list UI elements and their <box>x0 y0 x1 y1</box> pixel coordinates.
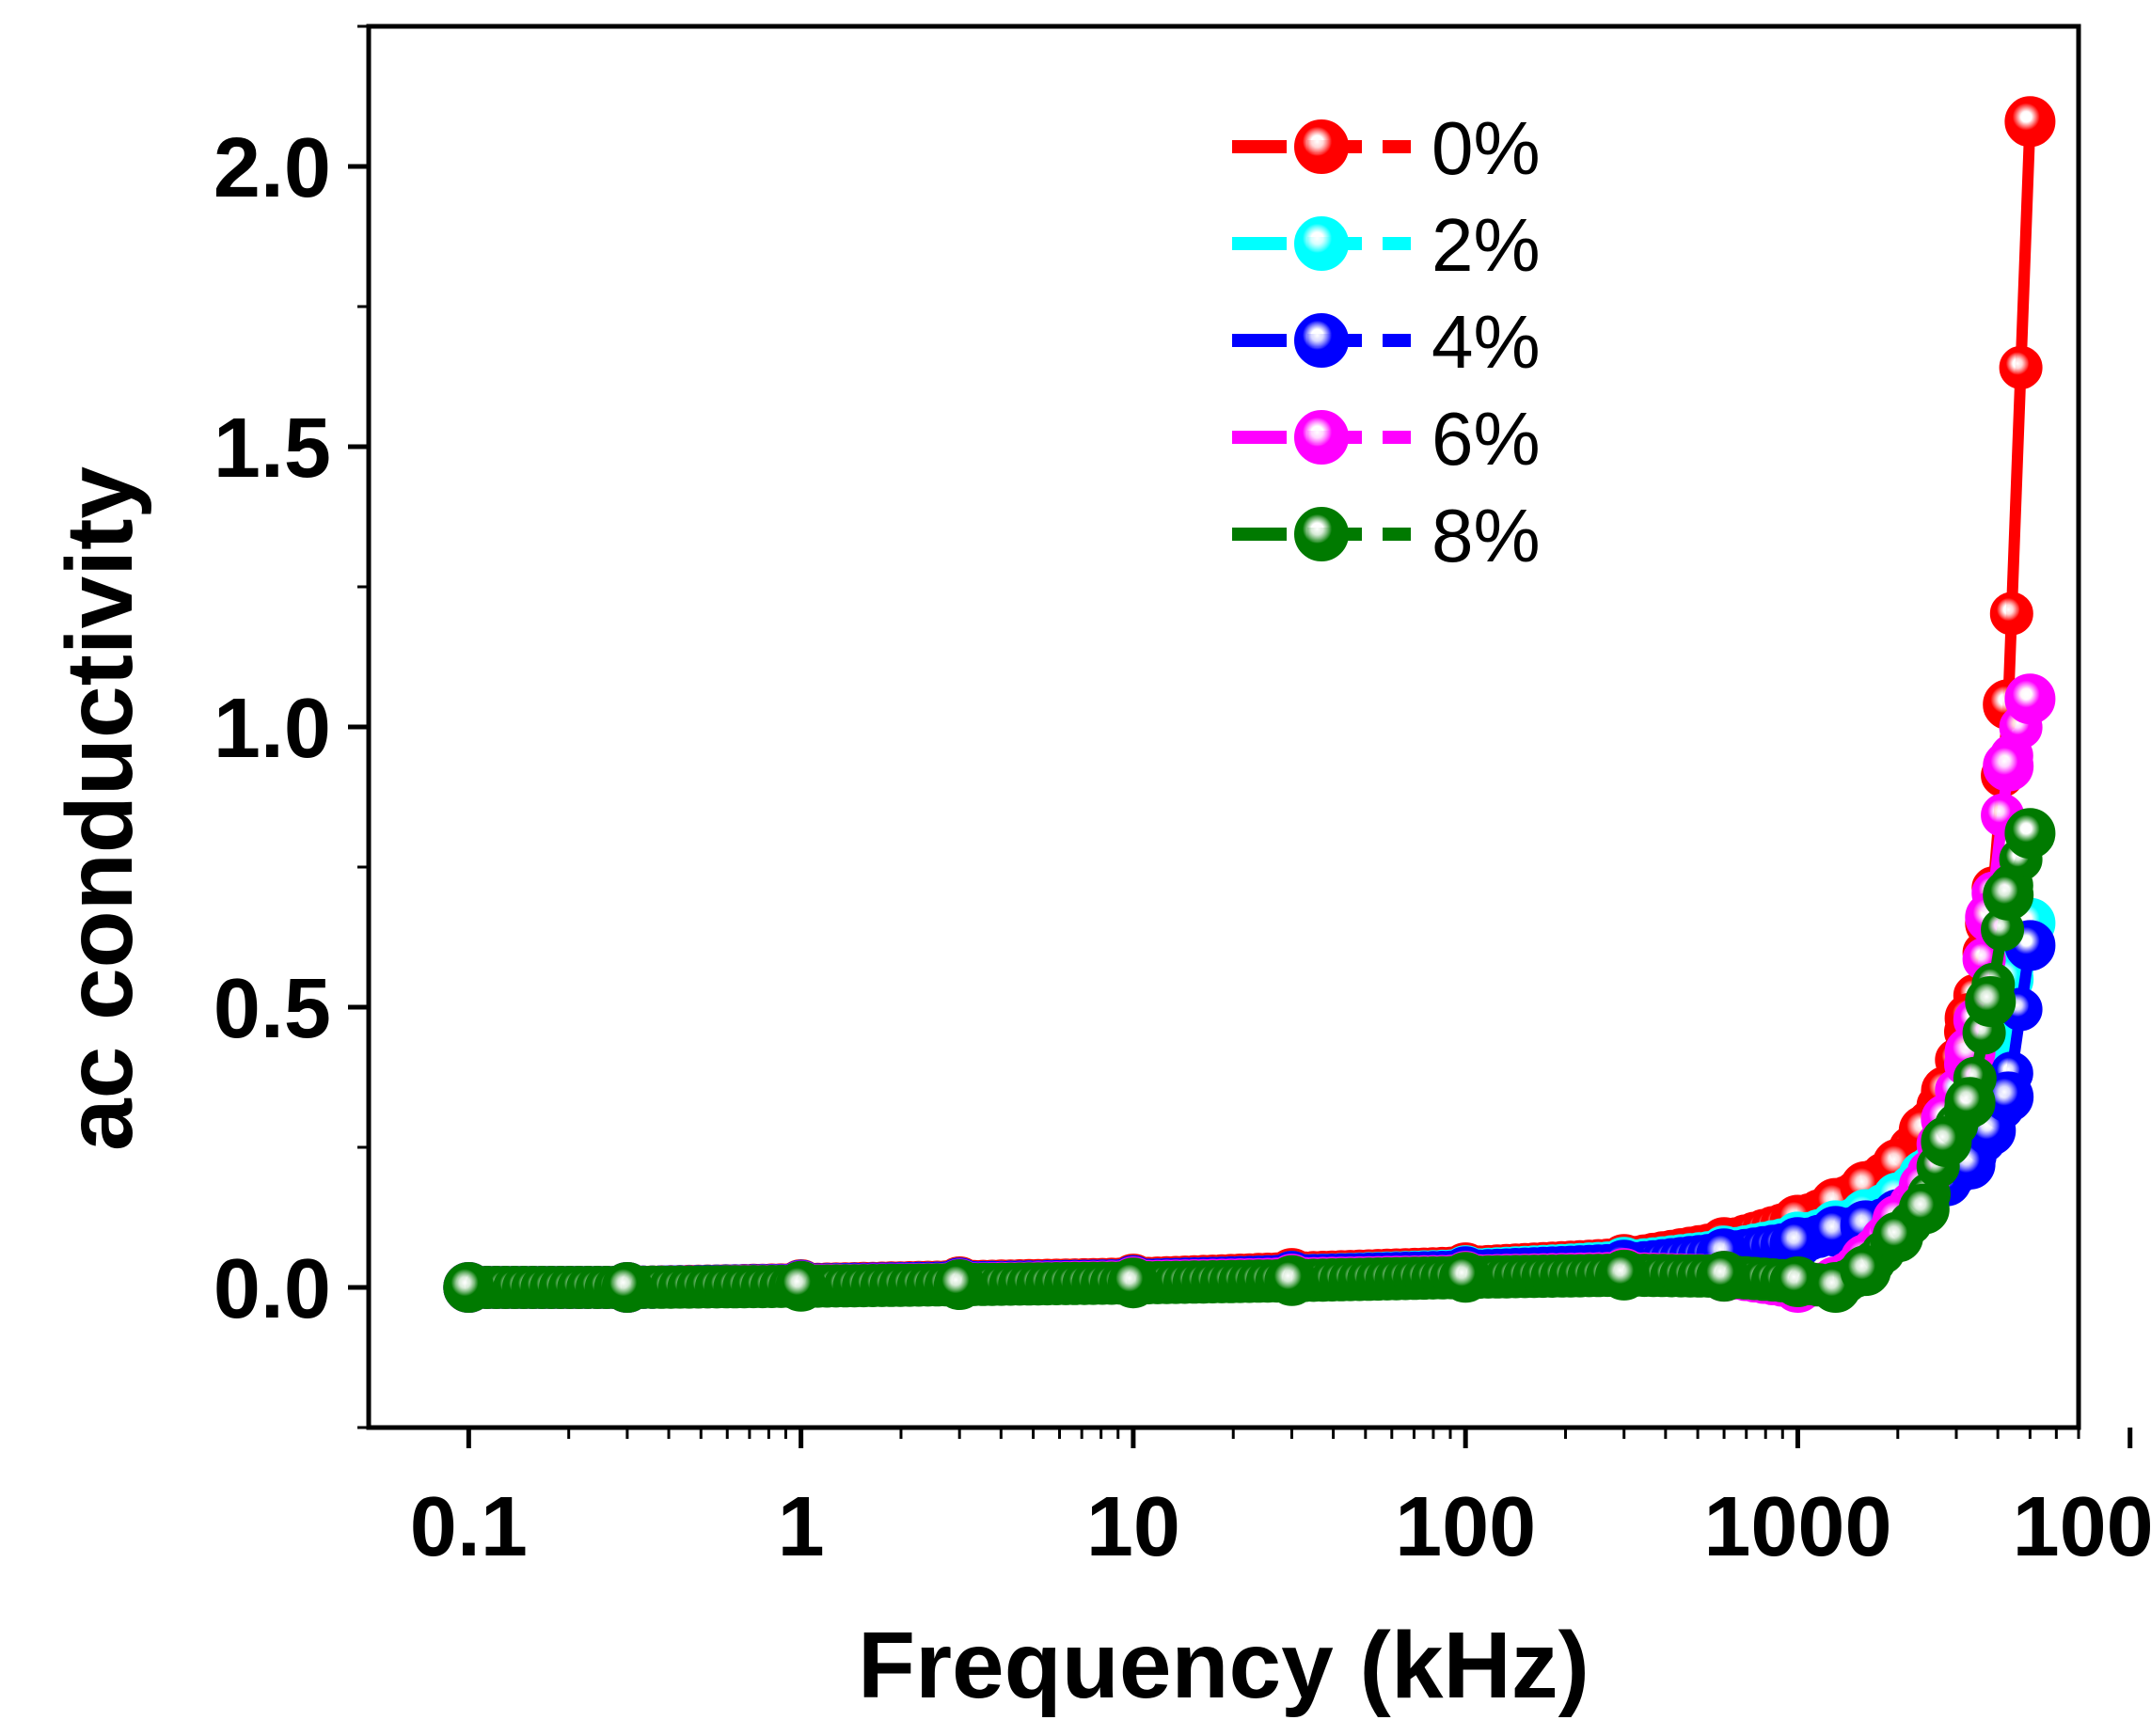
legend-marker <box>1294 507 1349 561</box>
y-axis-title: ac conductivity <box>47 466 152 1151</box>
y-tick-label: 1.5 <box>214 402 331 496</box>
data-point <box>1699 1251 1750 1302</box>
legend-label: 4% <box>1431 300 1541 384</box>
legend-label: 6% <box>1431 397 1541 481</box>
data-point <box>1989 592 2033 636</box>
x-axis-title: Frequency (kHz) <box>858 1613 1590 1718</box>
series-layer <box>443 96 2056 1313</box>
axis-ticks <box>348 24 2133 1448</box>
y-tick-label: 2.0 <box>214 121 331 215</box>
legend-item: 6% <box>1232 397 1541 481</box>
data-point <box>1983 740 2034 792</box>
data-point <box>1983 869 2034 921</box>
data-point <box>775 1260 827 1312</box>
data-point <box>1965 976 2017 1027</box>
x-tick-label: 10000 <box>2013 1480 2151 1574</box>
data-point <box>601 1262 653 1313</box>
y-tick-labels: 0.0 0.5 1.0 1.5 2.0 <box>214 121 331 1336</box>
legend-marker <box>1294 216 1349 271</box>
data-point <box>1107 1257 1159 1309</box>
legend-marker <box>1294 410 1349 465</box>
x-tick-label: 10 <box>1086 1480 1180 1574</box>
legend-label: 0% <box>1431 106 1541 190</box>
data-point <box>1944 1077 1996 1128</box>
data-point <box>934 1259 986 1310</box>
series-line <box>468 121 2036 1293</box>
data-point <box>2004 808 2056 860</box>
legend-item: 4% <box>1232 300 1541 384</box>
x-tick-label: 1 <box>778 1480 825 1574</box>
y-tick-label: 0.5 <box>214 962 331 1056</box>
data-point <box>1598 1249 1650 1301</box>
legend-item: 0% <box>1232 106 1541 190</box>
data-point <box>1266 1255 1318 1306</box>
x-tick-label: 100 <box>1395 1480 1536 1574</box>
y-tick-label: 1.0 <box>214 682 331 776</box>
legend-label: 2% <box>1431 203 1541 287</box>
data-point <box>2004 96 2056 148</box>
data-point <box>1898 1183 1950 1235</box>
data-point <box>443 1262 495 1313</box>
data-point <box>1440 1252 1492 1303</box>
series-8% <box>443 808 2056 1313</box>
legend: 0% 2% 4% 6% 8% <box>1232 106 1541 577</box>
data-point <box>1999 345 2043 389</box>
series-0% <box>443 96 2056 1313</box>
x-tick-label: 0.1 <box>410 1480 528 1574</box>
legend-label: 8% <box>1431 494 1541 577</box>
x-tick-labels: 0.1 1 10 100 1000 10000 <box>410 1480 2151 1574</box>
series-4% <box>443 920 2056 1313</box>
data-point <box>1921 1116 1972 1167</box>
data-point <box>2004 673 2056 725</box>
y-tick-label: 0.0 <box>214 1242 331 1336</box>
legend-marker <box>1294 313 1349 368</box>
legend-item: 8% <box>1232 494 1541 577</box>
legend-item: 2% <box>1232 203 1541 287</box>
data-point <box>1840 1245 1891 1297</box>
legend-marker <box>1294 119 1349 174</box>
x-tick-label: 1000 <box>1703 1480 1891 1574</box>
